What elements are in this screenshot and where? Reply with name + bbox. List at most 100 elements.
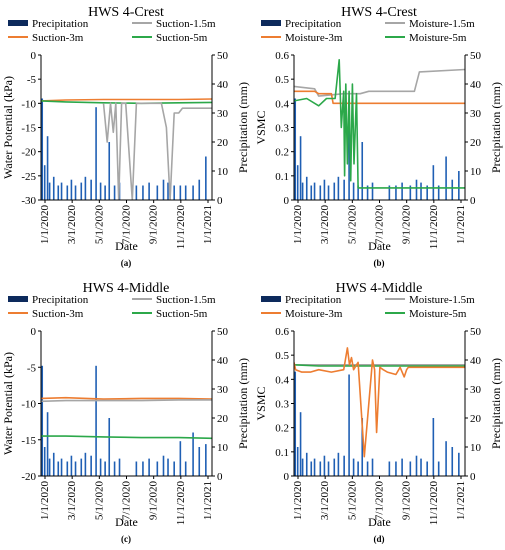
x-tick-label: 3/1/2020: [319, 205, 331, 245]
precipitation-bar: [156, 185, 159, 200]
y2-tick-label: 50: [217, 326, 229, 338]
y2-tick-label: 20: [470, 413, 482, 425]
precipitation-bar: [348, 107, 350, 200]
x-tick-label: 11/1/2020: [428, 481, 440, 526]
precipitation-bar: [74, 461, 77, 476]
legend-label: Moisture-1.5m: [409, 18, 475, 30]
precipitation-bar: [357, 185, 359, 200]
y-axis-title: VSMC: [254, 386, 268, 420]
y2-tick-label: 30: [470, 108, 482, 120]
precipitation-bar: [323, 455, 326, 476]
y2-tick-label: 20: [470, 137, 482, 149]
precipitation-bar: [108, 418, 111, 476]
y2-tick-label: 40: [217, 79, 229, 91]
chart-title: HWS 4-Crest: [88, 5, 164, 20]
legend-label: Precipitation: [32, 18, 89, 30]
y-tick-label: 0.4: [275, 98, 289, 110]
precipitation-bar: [445, 156, 447, 200]
precipitation-bar: [205, 444, 207, 476]
precipitation-bar: [70, 455, 73, 476]
y2-tick-label: 30: [217, 108, 229, 120]
precipitation-bar: [299, 136, 302, 200]
legend-label: Suction-1.5m: [156, 294, 216, 306]
y-tick-label: 0.3: [275, 399, 289, 411]
precipitation-bar: [395, 461, 397, 476]
line-series-group: [294, 58, 465, 189]
precipitation-bar: [113, 185, 116, 200]
x-tick-label: 3/1/2020: [66, 481, 78, 521]
precipitation-bar: [48, 458, 51, 476]
y-tick-label: 0: [31, 50, 37, 62]
precipitation-bar: [113, 461, 116, 476]
precipitation-bar: [458, 171, 460, 200]
precipitation-bar: [95, 365, 97, 476]
precipitation-bar: [162, 455, 165, 476]
panel-caption: (a): [121, 258, 132, 268]
precipitation-bar: [348, 374, 350, 476]
precipitation-bar: [313, 458, 316, 476]
precipitation-bar: [357, 461, 359, 476]
x-tick-label: 9/1/2020: [148, 205, 160, 245]
precipitation-bar: [179, 441, 182, 476]
precipitation-bar: [451, 447, 454, 476]
x-axis-title: Date: [368, 239, 391, 253]
precipitation-bar: [388, 185, 391, 200]
precipitation-bar: [458, 452, 460, 476]
precipitation-bar: [167, 182, 169, 200]
series-line-moisture-5m: [294, 364, 465, 367]
precipitation-bar: [409, 185, 412, 200]
x-axis-title: Date: [115, 515, 138, 529]
series-line-suction-3m: [41, 396, 212, 400]
precipitation-bar: [310, 185, 313, 200]
y-axis-title: VSMC: [254, 110, 268, 144]
x-tick-label: 3/1/2020: [319, 481, 331, 521]
precipitation-bar: [156, 461, 159, 476]
legend-label: Precipitation: [32, 294, 89, 306]
precipitation-bar: [74, 185, 77, 200]
y-tick-label: 0.4: [275, 374, 289, 386]
precipitation-bar: [426, 461, 428, 476]
precipitation-bar: [135, 185, 138, 200]
y2-tick-label: 0: [470, 471, 476, 483]
x-tick-label: 9/1/2020: [401, 481, 413, 521]
precipitation-bar: [343, 179, 345, 200]
precipitation-bar: [198, 447, 201, 476]
precipitation-bar: [409, 461, 412, 476]
precipitation-bar: [80, 182, 83, 200]
y2-tick-label: 50: [217, 50, 229, 62]
precipitation-bar: [142, 185, 144, 200]
precipitation-bar: [184, 185, 187, 200]
precipitation-bar: [388, 461, 391, 476]
legend-swatch-precipitation: [8, 296, 28, 302]
precipitation-bar: [395, 185, 397, 200]
y-tick-label: -10: [21, 399, 36, 411]
precipitation-bar: [294, 371, 297, 476]
x-tick-label: 5/1/2020: [93, 481, 105, 521]
y2-axis-title: Precipitation (mm): [236, 82, 250, 173]
y-tick-label: -15: [21, 435, 36, 447]
precipitation-bar: [301, 182, 304, 200]
precipitation-bar: [437, 185, 440, 200]
precipitation-bar: [361, 142, 364, 200]
legend-label: Suction-1.5m: [156, 18, 216, 30]
y-tick-label: 0: [284, 471, 290, 483]
precipitation-bar: [401, 458, 403, 476]
y2-axis-title: Precipitation (mm): [236, 358, 250, 449]
y-tick-label: 0.1: [275, 447, 289, 459]
series-line-suction-5m: [41, 435, 212, 440]
precipitation-bar: [43, 447, 46, 476]
precipitation-bar: [299, 412, 302, 476]
precipitation-bar: [361, 418, 364, 476]
precipitation-bar: [420, 458, 422, 476]
series-line-moisture-3m: [294, 347, 465, 458]
precipitation-bar: [167, 458, 169, 476]
precipitation-bar: [57, 461, 60, 476]
legend-label: Moisture-3m: [285, 308, 343, 320]
precipitation-bar: [57, 185, 60, 200]
legend-label: Moisture-5m: [409, 308, 467, 320]
x-tick-label: 1/1/2020: [292, 481, 304, 521]
y-tick-label: 0.6: [275, 326, 289, 338]
y2-tick-label: 10: [217, 166, 229, 178]
precipitation-bar: [66, 461, 69, 476]
